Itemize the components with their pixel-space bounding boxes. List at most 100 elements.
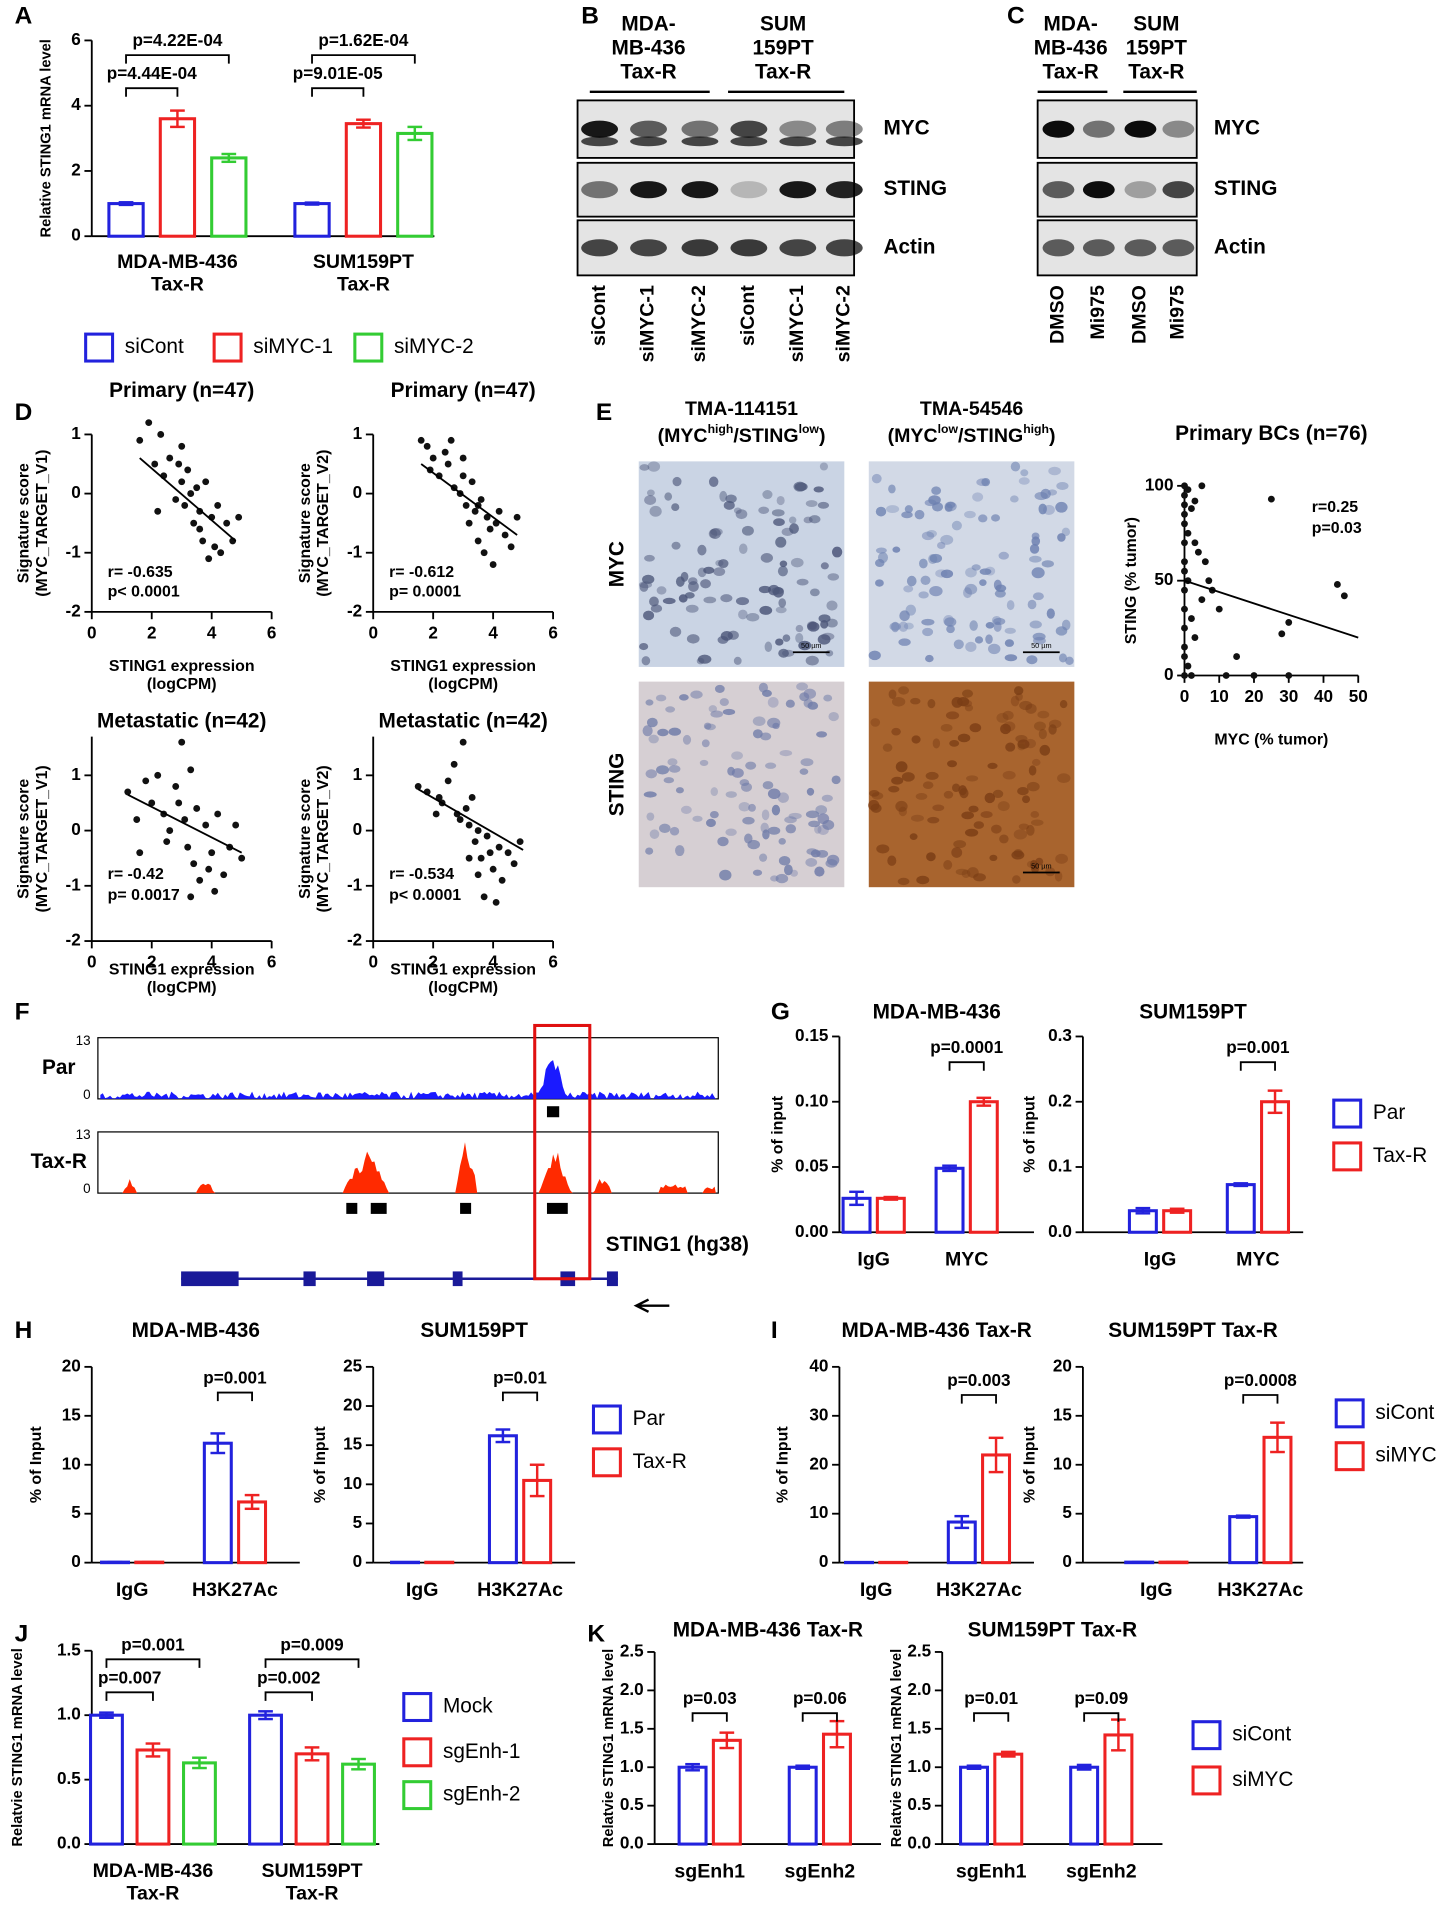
nucleus [775,638,784,646]
text-line: 159PT [752,36,814,59]
y-tick-label: 5 [71,1502,81,1522]
text-line: SUM [1133,12,1179,35]
nucleus [911,735,921,744]
significance-bracket [216,1391,253,1402]
nucleus [921,531,935,541]
nucleus [821,632,835,641]
legend-swatch [1334,1441,1365,1472]
label-part: ) [819,425,826,447]
error-bar [1000,1750,1016,1758]
y-tick-label: -2 [66,930,81,950]
point [465,519,473,527]
exon [367,1271,385,1287]
x-axis-label: STING1 expression (logCPM) [109,658,255,693]
y-axis-label: % of Input [774,1426,791,1503]
point [151,460,159,468]
y-tick-label: 1 [71,423,81,443]
nucleus [827,573,840,581]
legend-swatch [591,1404,622,1435]
y-tick-label: 15 [1053,1404,1073,1424]
nucleus [810,588,820,597]
nucleus [921,618,935,626]
nucleus [783,864,793,876]
nucleus [1003,721,1016,732]
nucleus [877,552,889,563]
error-bar [1270,1421,1285,1454]
y-tick-label: -2 [347,600,362,620]
point [459,454,467,462]
nucleus [703,566,715,574]
nucleus [1004,627,1016,634]
nucleus [831,546,843,558]
nucleus [1055,501,1068,513]
nucleus [898,806,907,817]
nucleus [1028,765,1037,776]
legend-label: siMYC-2 [394,335,474,358]
nucleus [964,828,979,837]
nucleus [825,649,834,657]
nucleus [1037,710,1050,719]
nucleus [817,501,830,509]
blot-header: SUM 159PT Tax-R [752,12,814,83]
point [178,442,186,450]
nucleus [775,873,789,884]
nucleus [796,578,809,586]
chart-title: MDA-MB-436 Tax-R [673,1619,863,1642]
gene-label: STING1 (hg38) [606,1233,749,1256]
nucleus [947,760,958,768]
nucleus [1029,555,1042,563]
annotation: r= -0.635 [108,564,173,581]
point [1181,520,1188,528]
error-bar [795,1764,811,1770]
point [495,843,503,851]
text-line: MDA- [1044,12,1098,35]
point [465,821,473,829]
y-tick-label: 2.5 [620,1640,644,1660]
blot-band [825,120,863,138]
fit-line [420,463,518,536]
x-tick-label: IgG [1144,1249,1177,1271]
nucleus [662,597,676,605]
nucleus [776,495,785,506]
nucleus [992,789,1004,799]
point [1181,567,1188,575]
nucleus [805,500,818,507]
nucleus [822,819,835,830]
nucleus [697,544,707,556]
p-value: p=0.003 [947,1370,1010,1390]
nucleus [701,739,710,748]
x-axis-label: MYC (% tumor) [1214,732,1328,749]
nucleus [951,783,961,793]
error-bar [170,109,185,129]
nucleus [717,836,729,847]
point [142,777,150,785]
x-tick-label: 6 [548,952,558,972]
p-value: p=1.62E-04 [318,30,408,50]
blot-band [681,181,719,199]
error-bar [304,1746,320,1762]
nucleus [745,761,757,770]
point [187,490,195,498]
blot-band [581,239,619,257]
text-line: MB-436 [1034,36,1108,59]
significance-bracket [105,1691,154,1701]
blot-band [1042,239,1075,257]
y-axis-label: Signature score(MYC_TARGET_V1) [16,765,51,912]
nucleus [790,557,804,568]
x-tick-label: 2 [147,622,157,642]
blot-row-label: STING [1214,177,1278,200]
chart-title: Metastatic (n=42) [97,710,266,733]
exon [303,1271,316,1287]
nucleus [1027,599,1037,610]
point [184,466,192,474]
text-line: MDA-MB-436 [93,1860,214,1882]
point [190,860,198,868]
blot-band [1162,239,1195,257]
nucleus [805,858,818,867]
point [181,501,189,509]
y-axis-label: Relatvie STING1 mRNA level [889,1649,905,1847]
x-tick-label: 50 [1349,686,1368,706]
y-tick-label: 15 [62,1404,82,1424]
error-bar [1076,1763,1092,1771]
